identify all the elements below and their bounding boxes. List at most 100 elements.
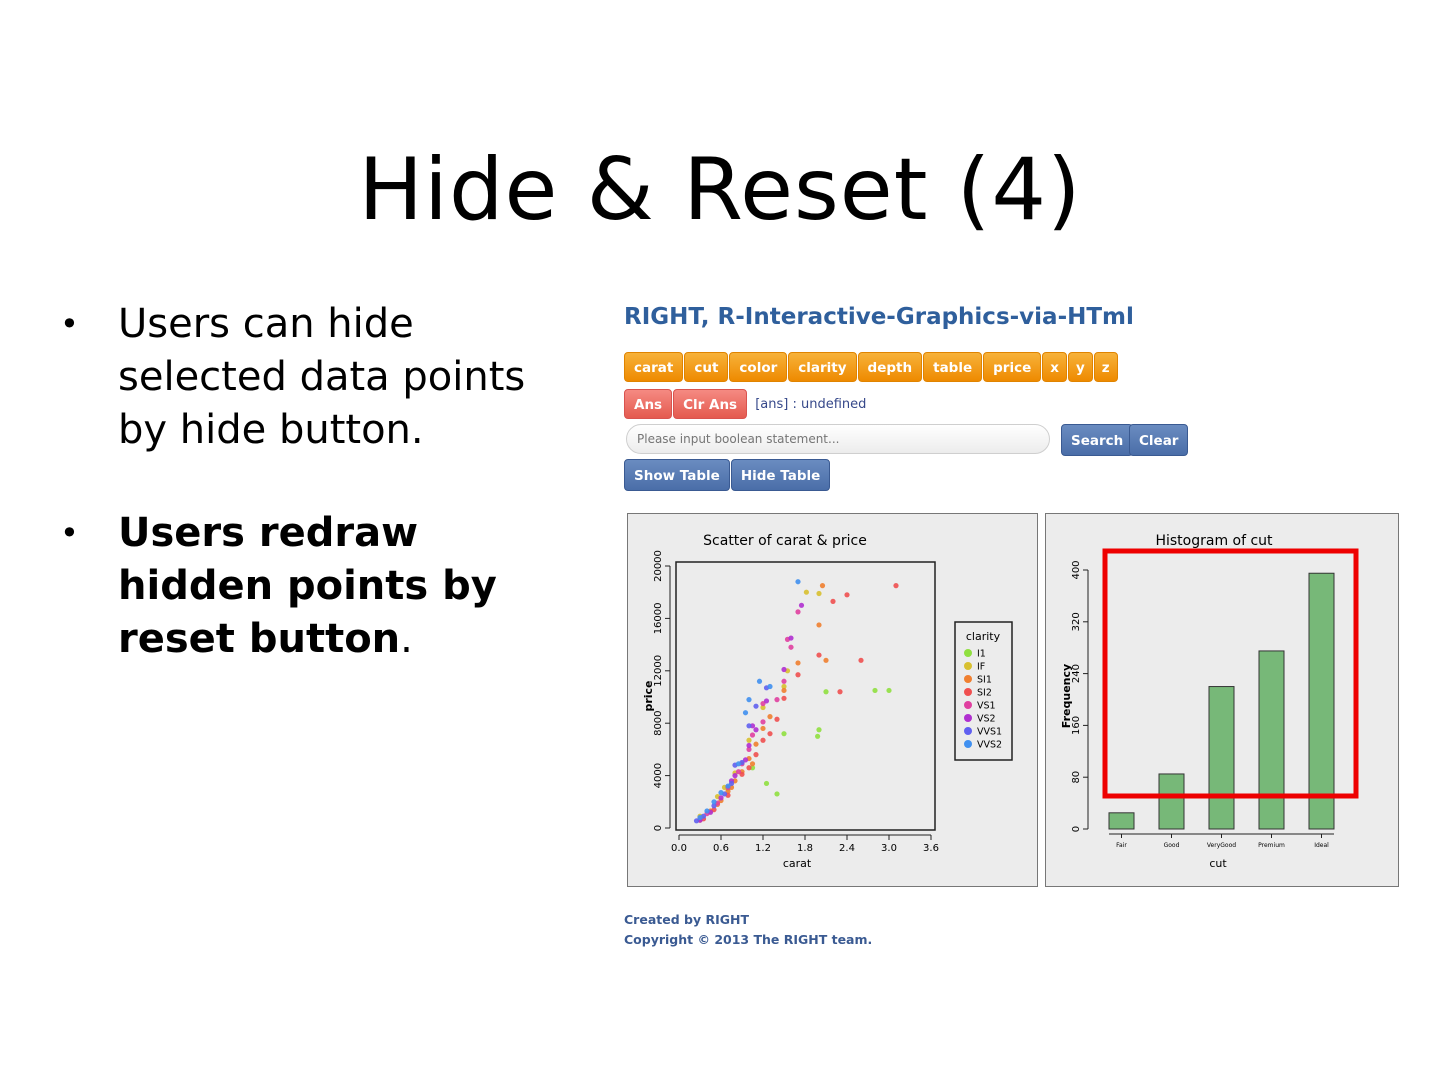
legend-marker	[964, 649, 972, 657]
selection-highlight-box	[1102, 548, 1359, 799]
bullet-suffix: .	[400, 616, 413, 662]
scatter-point	[781, 695, 787, 701]
histogram-chart[interactable]: Histogram of cut 0 80 160 240 320 400 Fair Good…	[1046, 514, 1397, 885]
scatter-y-tick-label: 0	[653, 825, 664, 831]
histogram-y-tick-label: 80	[1071, 771, 1082, 784]
scatter-point	[735, 761, 742, 767]
scatter-x-tick-label: 3.6	[923, 843, 939, 854]
histogram-x-tick-label: Fair	[1116, 842, 1127, 849]
scatter-point	[767, 731, 773, 737]
scatter-point	[788, 635, 794, 641]
scatter-panel: Scatter of carat & price 0.0 0.6 1.2 1.8 2.4…	[627, 513, 1038, 887]
legend-label: SI2	[977, 688, 992, 699]
scatter-point	[756, 678, 763, 684]
scatter-point	[781, 683, 787, 690]
table-button-bar: Show Table Hide Table	[624, 459, 831, 491]
histogram-bar[interactable]	[1158, 773, 1185, 830]
show-table-button[interactable]: Show Table	[624, 459, 730, 491]
legend-label: VS2	[977, 714, 996, 725]
histogram-bar[interactable]	[1308, 572, 1335, 830]
scatter-point	[774, 716, 780, 722]
column-button-y[interactable]: y	[1067, 352, 1093, 382]
histogram-bars[interactable]	[1108, 572, 1335, 830]
histogram-bar[interactable]	[1208, 686, 1235, 830]
boolean-statement-input[interactable]	[626, 424, 1050, 454]
histogram-bar[interactable]	[1108, 812, 1135, 830]
column-button-table[interactable]: table	[923, 352, 983, 382]
search-button[interactable]: Search	[1061, 424, 1134, 456]
scatter-point	[725, 783, 731, 789]
scatter-point	[816, 590, 822, 597]
scatter-chart[interactable]: Scatter of carat & price 0.0 0.6 1.2 1.8 2.4…	[628, 514, 1036, 885]
scatter-legend: clarity I1 IF SI1 SI2 VS1 VS2 VVS1 VVS2	[954, 621, 1013, 761]
scatter-point	[742, 710, 749, 716]
scatter-x-tick-label: 1.8	[797, 843, 813, 854]
histogram-y-tick-label: 320	[1071, 612, 1082, 631]
footer-created: Created by RIGHT	[624, 912, 749, 927]
right-app-screenshot: RIGHT, R-Interactive-Graphics-via-HTml c…	[624, 300, 1404, 491]
histogram-y-tick-label: 240	[1071, 664, 1082, 683]
scatter-point	[711, 799, 717, 805]
scatter-point	[753, 741, 759, 747]
scatter-point	[830, 598, 836, 604]
column-button-depth[interactable]: depth	[857, 352, 923, 382]
legend-marker	[964, 662, 972, 670]
legend-title: clarity	[966, 630, 1001, 643]
scatter-point	[795, 660, 801, 666]
bullet-text: Users can hide selected data points by h…	[118, 301, 526, 453]
column-button-color[interactable]: color	[729, 352, 788, 382]
scatter-point	[746, 765, 752, 771]
clr-ans-button[interactable]: Clr Ans	[673, 389, 748, 419]
column-button-clarity[interactable]: clarity	[788, 352, 857, 382]
scatter-point	[697, 814, 703, 821]
scatter-point	[781, 731, 787, 737]
legend-marker	[964, 688, 972, 696]
legend-label: VS1	[977, 701, 996, 712]
scatter-point	[763, 780, 770, 787]
histogram-bar[interactable]	[1258, 650, 1285, 830]
scatter-point	[781, 666, 787, 673]
scatter-point	[837, 689, 843, 695]
scatter-points[interactable]	[693, 579, 899, 824]
histogram-title: Histogram of cut	[1155, 533, 1273, 549]
scatter-point	[816, 652, 822, 658]
scatter-point	[746, 737, 752, 743]
legend-marker	[964, 727, 972, 735]
column-button-cut[interactable]: cut	[684, 352, 729, 382]
scatter-point	[886, 687, 892, 694]
scatter-plot-frame	[675, 561, 936, 831]
column-button-bar: carat cut color clarity depth table price x y z	[624, 352, 1119, 382]
legend-label: I1	[977, 649, 986, 660]
scatter-point	[735, 769, 742, 775]
scatter-point	[858, 657, 864, 663]
legend-label: SI1	[977, 675, 992, 686]
ans-button[interactable]: Ans	[624, 389, 673, 419]
legend-entries: I1 IF SI1 SI2 VS1 VS2 VVS1 VVS2	[964, 649, 1002, 751]
clear-button[interactable]: Clear	[1129, 424, 1189, 456]
bullet-item: • Users can hide selected data points by…	[60, 298, 580, 457]
column-button-x[interactable]: x	[1042, 352, 1067, 382]
column-button-price[interactable]: price	[983, 352, 1042, 382]
answer-bar: Ans Clr Ans [ans] : undefined	[624, 389, 866, 419]
scatter-x-tick-label: 3.0	[881, 843, 897, 854]
scatter-point	[798, 602, 805, 608]
column-button-z[interactable]: z	[1093, 352, 1118, 382]
histogram-x-tick-label: VeryGood	[1207, 842, 1236, 849]
legend-marker	[964, 675, 972, 683]
scatter-x-tick-label: 2.4	[839, 843, 855, 854]
scatter-point	[749, 761, 756, 767]
scatter-point	[872, 687, 878, 694]
scatter-point	[893, 583, 899, 589]
scatter-point	[774, 697, 780, 703]
app-footer: Created by RIGHT Copyright © 2013 The RI…	[624, 910, 872, 950]
scatter-x-tick-label: 0.6	[713, 843, 729, 854]
scatter-x-tick-label: 1.2	[755, 843, 771, 854]
column-button-carat[interactable]: carat	[624, 352, 684, 382]
scatter-point	[795, 579, 801, 585]
footer-copyright: Copyright © 2013 The RIGHT team.	[624, 932, 873, 947]
scatter-y-tick-label: 4000	[653, 763, 664, 788]
scatter-point	[711, 803, 717, 809]
hide-table-button[interactable]: Hide Table	[730, 459, 831, 491]
scatter-point	[819, 583, 826, 589]
scatter-point	[749, 732, 756, 738]
